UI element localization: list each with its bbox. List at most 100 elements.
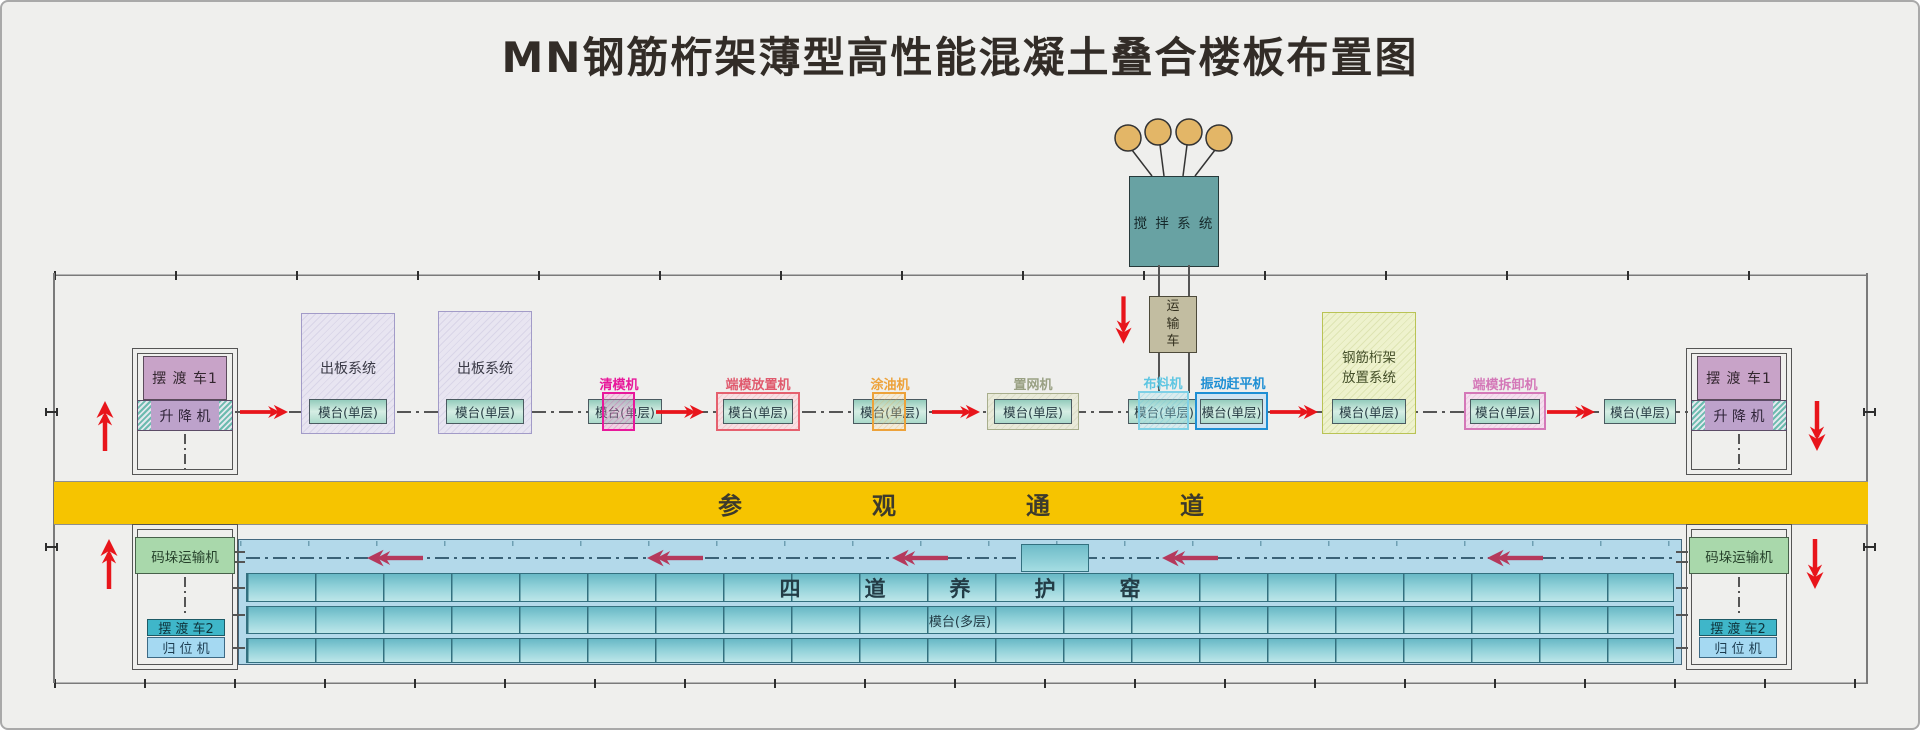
- pallet-label: 模台(单层): [1339, 405, 1399, 420]
- pallet-single: 模台(单层): [1470, 399, 1540, 424]
- kiln-lane-2: 模台(多层): [246, 606, 1674, 634]
- connector-line: [1676, 587, 1688, 589]
- shuttle-car-1-label: 摆 渡 车1: [152, 371, 218, 387]
- pallet-label: 模台(单层): [318, 405, 378, 420]
- kiln-return-centerline: [246, 557, 1674, 559]
- kiln-return-pallet: [1021, 544, 1089, 572]
- shuttle-car-1-right: 摆 渡 车1: [1697, 356, 1781, 400]
- feed-line: [1188, 265, 1190, 296]
- flow-arrow-left-icon: [1487, 549, 1543, 567]
- flow-arrow-right-icon: [1270, 403, 1318, 421]
- flow-arrow-right-icon: [656, 403, 704, 421]
- column-grid-left: [53, 273, 55, 683]
- pallet-label: 模台(单层): [1134, 402, 1194, 421]
- lifter-label: 升 降 机: [159, 408, 211, 425]
- lifter-left: 升 降 机: [137, 400, 233, 431]
- station-label-end-mould-placer: 端模放置机: [725, 378, 791, 393]
- connector-line: [233, 647, 245, 649]
- pallet-label: 模台(单层): [1475, 405, 1535, 420]
- visitor-corridor-label: 参观通道: [718, 491, 1334, 520]
- connector-line: [1676, 551, 1688, 553]
- connector-line: [233, 551, 245, 553]
- shuttle-car-1-label: 摆 渡 车1: [1706, 371, 1772, 387]
- column-marker: [45, 408, 58, 416]
- station-oiler: [872, 392, 906, 431]
- pallet-single: 模台(单层): [446, 399, 524, 424]
- lifter-right: 升 降 机: [1691, 400, 1787, 431]
- stacker-frame-right-inner: [1691, 529, 1787, 665]
- mixing-system-label: 搅 拌 系 统: [1133, 215, 1215, 232]
- lifter-hatch: [219, 401, 232, 430]
- station-mould-cleaner: [602, 392, 635, 431]
- connector-line: [233, 614, 245, 616]
- pallet-single: 模台(单层): [994, 399, 1072, 424]
- visitor-corridor: 参观通道: [54, 481, 1868, 525]
- column-marker: [1863, 408, 1876, 416]
- station-spreader: [1138, 391, 1189, 430]
- pallet-label: 模台(单层): [595, 402, 655, 421]
- page-title: MN钢筋桁架薄型高性能混凝土叠合楼板布置图: [501, 33, 1419, 82]
- shuttle-car-2-right: 摆 渡 车2: [1699, 619, 1777, 637]
- station-label-vibration-leveller: 振动赶平机: [1200, 377, 1266, 392]
- station-label-mould-cleaner: 清模机: [599, 378, 639, 393]
- kiln-pallet-multi-label: 模台(多层): [928, 614, 992, 630]
- flow-arrow-left-icon: [647, 549, 703, 567]
- stacker-label: 码垛运输机: [1705, 549, 1773, 566]
- reset-machine-right: 归 位 机: [1699, 637, 1777, 658]
- pallet-label: 模台(单层): [1610, 405, 1670, 420]
- lifter-hatch: [1692, 401, 1705, 430]
- connector-line: [1676, 647, 1688, 649]
- pallet-single: 模台(单层): [853, 399, 927, 424]
- column-marker: [1863, 543, 1876, 551]
- shuttle-car-2-left: 摆 渡 车2: [147, 619, 225, 637]
- stacker-frame-left: [132, 524, 238, 670]
- connector-line: [233, 561, 245, 563]
- lifter-track-line: [1738, 434, 1740, 470]
- connector-line: [1676, 614, 1688, 616]
- column-grid-right: [1866, 273, 1868, 683]
- flow-arrow-right-icon: [1547, 403, 1595, 421]
- truss-placing-label: 钢筋桁架 放置系统: [1342, 350, 1396, 386]
- stacker-frame-right: [1686, 524, 1792, 670]
- pallet-label: 模台(单层): [1201, 405, 1262, 420]
- flow-arrow-right-icon: [240, 403, 288, 421]
- feed-line: [1188, 353, 1190, 393]
- connector-line: [233, 587, 245, 589]
- station-label-spreader: 布料机: [1143, 377, 1183, 392]
- station-label-end-mould-remover: 端模拆卸机: [1472, 378, 1538, 393]
- lifter-hatch: [1773, 401, 1786, 430]
- kiln-lane-3: [246, 638, 1674, 663]
- flow-arrow-left-icon: [367, 549, 423, 567]
- flow-arrow-down-icon: [1115, 296, 1132, 344]
- transport-vehicle-box: 运 输 车: [1149, 296, 1197, 353]
- flow-arrow-up-icon: [96, 401, 114, 451]
- reset-machine-label: 归 位 机: [1714, 642, 1762, 657]
- stacker-conveyor-right: 码垛运输机: [1689, 537, 1789, 574]
- shuttle-car-2-label: 摆 渡 车2: [158, 622, 214, 637]
- stacker-label: 码垛运输机: [151, 549, 219, 566]
- pallet-label: 模台(单层): [1003, 405, 1063, 420]
- pallet-single: 模台(单层): [1604, 399, 1676, 424]
- transport-vehicle-label: 运 输 车: [1166, 299, 1180, 350]
- column-grid-top: [54, 271, 1868, 280]
- pallet-single: 模台(单层): [588, 399, 662, 424]
- pallet-label: 模台(单层): [728, 405, 788, 420]
- feed-line: [1158, 265, 1160, 296]
- shuttle-car-1-left: 摆 渡 车1: [143, 356, 227, 400]
- pallet-single: 模台(单层): [1332, 399, 1406, 424]
- lifter-hatch: [138, 401, 151, 430]
- column-grid-bottom: [54, 679, 1868, 688]
- lifter-track-line: [184, 434, 186, 470]
- flow-arrow-left-icon: [892, 549, 948, 567]
- pallet-single: 模台(单层): [1200, 399, 1263, 424]
- plate-out-label: 出板系统: [457, 361, 513, 377]
- kiln-title: 四道养护窑: [779, 576, 1205, 601]
- mixing-tanks-icon: [1114, 118, 1233, 177]
- flow-arrow-down-icon: [1806, 539, 1824, 589]
- column-marker: [45, 543, 58, 551]
- stacker-conveyor-left: 码垛运输机: [135, 537, 235, 574]
- reset-machine-label: 归 位 机: [162, 642, 210, 657]
- kiln-lane-1: 四道养护窑: [246, 573, 1674, 602]
- mixing-system-box: 搅 拌 系 统: [1129, 176, 1219, 267]
